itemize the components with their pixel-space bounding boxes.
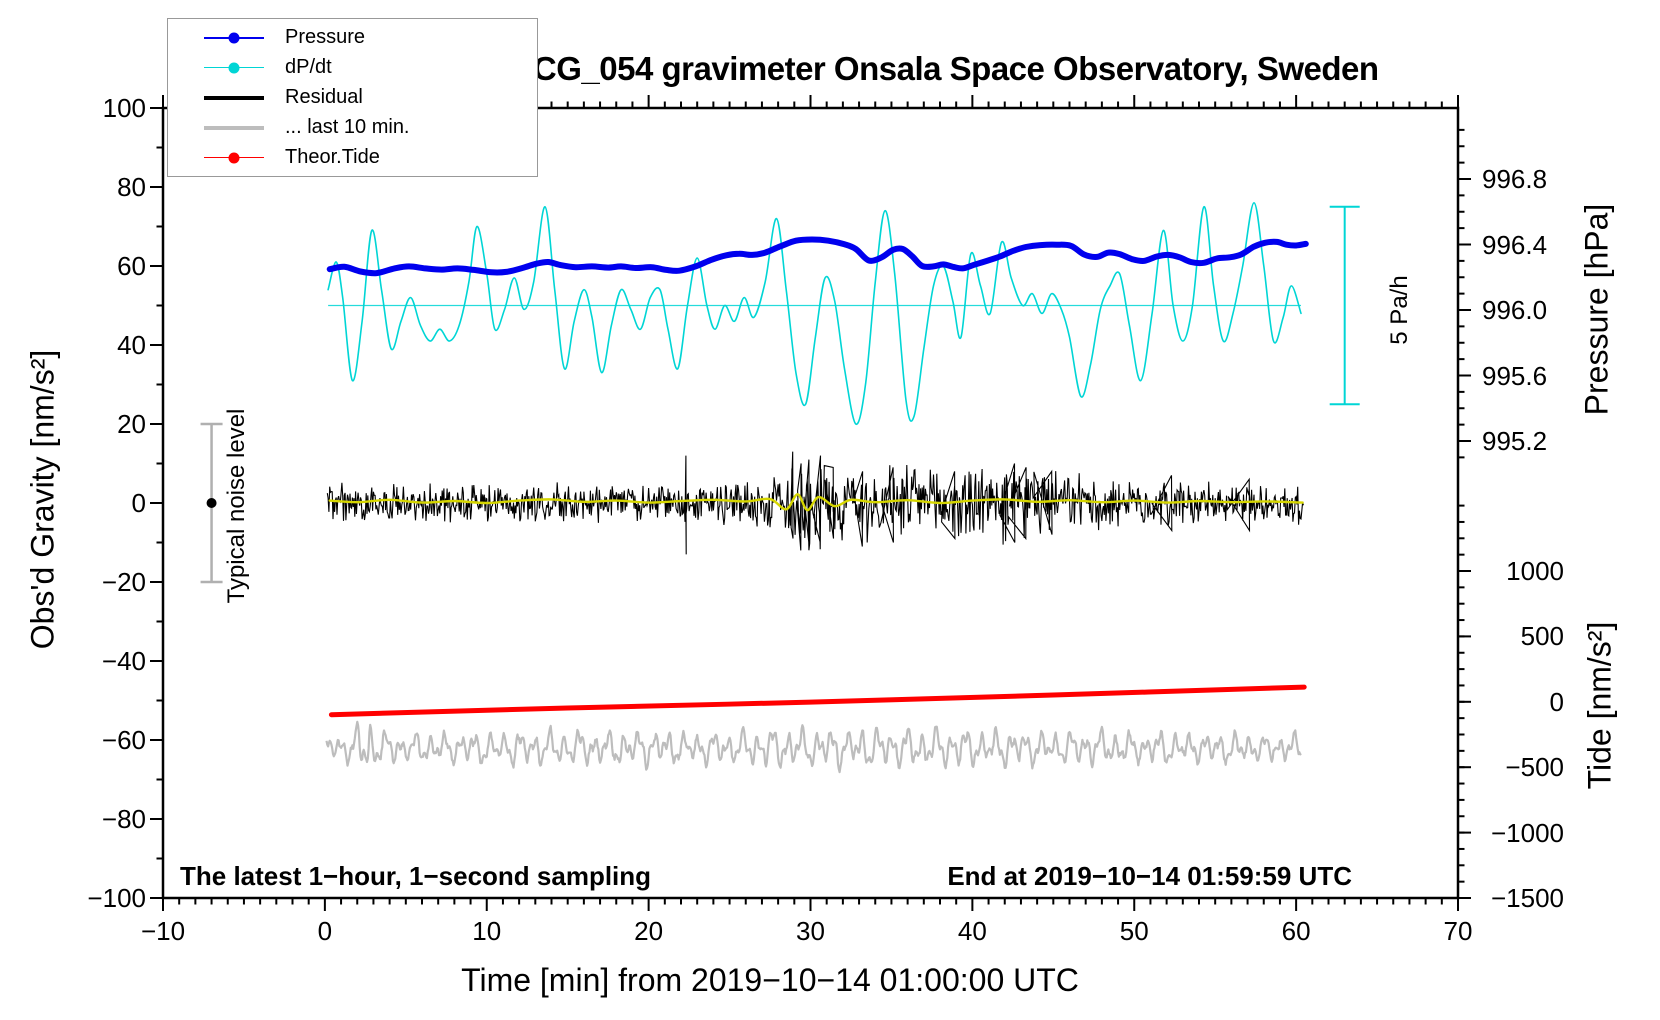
- y-left-tick-label: −60: [101, 725, 146, 755]
- pressure-line-sample: [204, 32, 264, 43]
- x-tick-label: 50: [1119, 916, 1149, 946]
- tide-tick-label: 1000: [1506, 556, 1564, 586]
- tide-tick-label: 0: [1549, 686, 1564, 717]
- last10-trace: [325, 720, 1302, 774]
- legend-label: Theor.Tide: [285, 146, 380, 168]
- y-left-tick-label: 0: [131, 488, 146, 518]
- x-tick-label: 20: [634, 916, 664, 946]
- y-left-tick-label: −80: [101, 804, 146, 834]
- theortide-line-sample: [204, 152, 264, 163]
- chart-title: SCG_054 gravimeter Onsala Space Observat…: [511, 50, 1379, 87]
- legend: Pressure dP/dt Residual ... last 10 min.…: [167, 18, 538, 177]
- theortide-curve: [328, 684, 1307, 718]
- y-left-tick-label: 80: [117, 172, 146, 202]
- theortide-marker-icon: [228, 152, 240, 163]
- pressure-tick-label: 996.0: [1482, 295, 1548, 325]
- legend-item-theortide: Theor.Tide: [168, 143, 537, 173]
- tide-tick-label: −500: [1505, 752, 1564, 783]
- y-left-axis-title: Obs'd Gravity [nm/s²]: [24, 349, 61, 650]
- pressure-curve: [326, 236, 1309, 277]
- legend-label: Pressure: [285, 26, 366, 48]
- scalebar-label: 5 Pa/h: [1386, 275, 1413, 345]
- y-pressure-axis-title: Pressure [hPa]: [1578, 203, 1615, 416]
- x-tick-label: 30: [796, 916, 825, 946]
- legend-label: dP/dt: [285, 56, 332, 78]
- x-tick-label: 60: [1281, 916, 1311, 946]
- legend-item-dpdt: dP/dt: [168, 53, 537, 83]
- x-axis-title: Time [min] from 2019−10−14 01:00:00 UTC: [461, 962, 1079, 998]
- x-tick-label: 10: [472, 916, 502, 946]
- y-left-tick-label: 20: [117, 409, 146, 439]
- noise-level-label: Typical noise level: [223, 408, 250, 604]
- pressure-tick-label: 995.2: [1482, 426, 1548, 456]
- dpdt-curve: [327, 202, 1302, 425]
- tide-tick-label: −1500: [1490, 883, 1564, 913]
- residual-line-sample: [204, 95, 264, 100]
- y-left-tick-label: 40: [117, 330, 146, 360]
- legend-item-pressure: Pressure: [168, 23, 537, 53]
- y-tide-axis-title: Tide [nm/s²]: [1581, 621, 1618, 790]
- last10-line-sample: [204, 125, 264, 130]
- y-left-tick-label: −40: [101, 646, 146, 676]
- legend-label: ... last 10 min.: [285, 116, 410, 138]
- y-left-tick-label: −100: [87, 883, 146, 913]
- tide-tick-label: −1000: [1490, 817, 1564, 848]
- dpdt-marker-icon: [228, 62, 240, 73]
- x-tick-label: 40: [957, 916, 987, 946]
- x-tick-label: −10: [140, 916, 186, 946]
- y-left-tick-label: −20: [101, 567, 146, 597]
- dpdt-line-sample: [204, 62, 264, 73]
- sampling-note: The latest 1−hour, 1−second sampling: [180, 861, 652, 891]
- end-time-note: End at 2019−10−14 01:59:59 UTC: [947, 861, 1352, 891]
- legend-item-last10: ... last 10 min.: [168, 113, 537, 143]
- noise-errorbar-dot: [206, 498, 217, 508]
- residual-smooth-curve: [328, 493, 1304, 512]
- x-tick-label: 70: [1443, 916, 1473, 946]
- x-tick-label: 0: [317, 916, 333, 946]
- y-left-tick-label: 100: [102, 93, 146, 123]
- legend-item-residual: Residual: [168, 83, 537, 113]
- y-left-tick-label: 60: [117, 251, 146, 281]
- pressure-marker-icon: [228, 32, 240, 43]
- pressure-tick-label: 996.8: [1482, 164, 1548, 194]
- legend-label: Residual: [285, 86, 363, 108]
- tide-tick-label: 500: [1520, 621, 1564, 652]
- pressure-tick-label: 995.6: [1482, 360, 1548, 391]
- pressure-tick-label: 996.4: [1482, 229, 1548, 260]
